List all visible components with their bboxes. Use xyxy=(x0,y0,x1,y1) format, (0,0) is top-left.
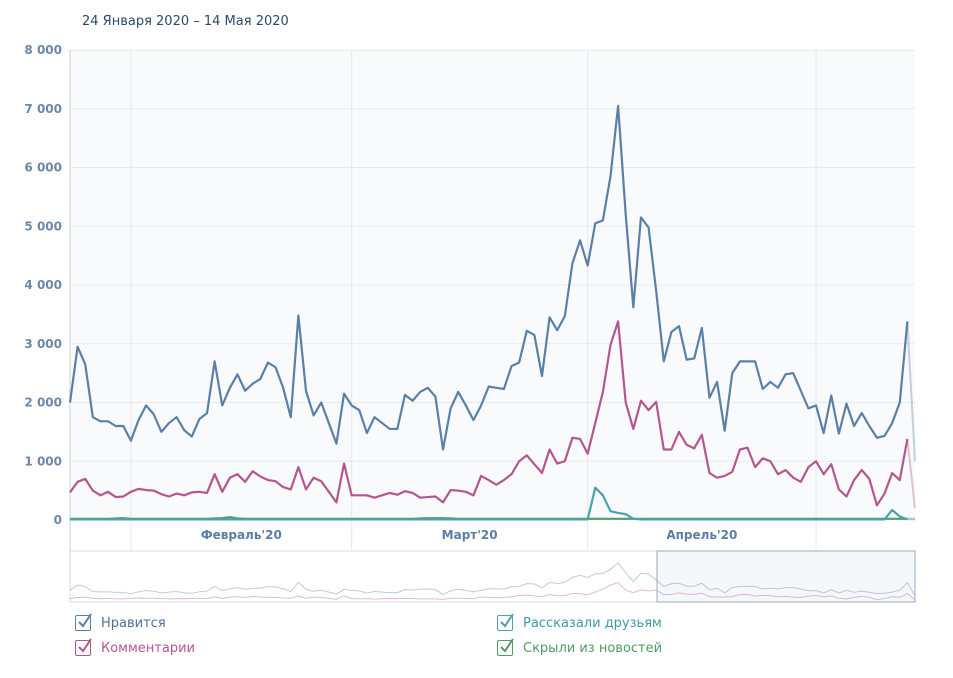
legend-item-likes[interactable]: Нравится xyxy=(75,613,166,631)
legend-item-comments[interactable]: Комментарии xyxy=(75,638,195,656)
legend-item-hidden[interactable]: Скрыли из новостей xyxy=(497,638,663,656)
y-tick-label: 4 000 xyxy=(24,278,62,292)
legend-item-shares[interactable]: Рассказали друзьям xyxy=(497,613,662,631)
checkbox-comments[interactable] xyxy=(75,638,92,656)
check-icon xyxy=(500,638,514,653)
check-icon xyxy=(78,638,92,653)
legend-label-comments: Комментарии xyxy=(101,640,195,656)
y-tick-label: 1 000 xyxy=(24,454,62,468)
y-tick-label: 8 000 xyxy=(24,43,62,57)
navigator-series-1 xyxy=(69,582,916,601)
y-tick-label: 2 000 xyxy=(24,396,62,410)
navigator-selection[interactable] xyxy=(656,550,916,603)
y-tick-label: 5 000 xyxy=(24,219,62,233)
navigator-series-0 xyxy=(69,562,916,596)
check-icon xyxy=(500,613,514,628)
check-icon xyxy=(78,613,92,628)
y-tick-label: 6 000 xyxy=(24,161,62,175)
month-label: Март'20 xyxy=(442,528,498,542)
checkbox-likes[interactable] xyxy=(75,613,92,631)
navigator-panel[interactable] xyxy=(69,550,916,603)
checkbox-hidden[interactable] xyxy=(497,638,514,656)
y-tick-label: 0 xyxy=(54,513,62,527)
legend-label-hidden: Скрыли из новостей xyxy=(523,640,663,656)
month-label: Апрель'20 xyxy=(666,528,737,542)
y-tick-label: 3 000 xyxy=(24,337,62,351)
line-chart: 0 1 000 2 000 3 000 4 000 5 000 6 000 7 000 8 00… xyxy=(24,43,916,603)
period-label: 24 Января 2020 – 14 Мая 2020 xyxy=(82,14,289,29)
series-line-partial-0 xyxy=(906,321,916,462)
legend-label-likes: Нравится xyxy=(101,615,166,631)
series-line-partial-1 xyxy=(906,438,916,509)
month-label: Февраль'20 xyxy=(201,528,282,542)
y-tick-label: 7 000 xyxy=(24,102,62,116)
checkbox-shares[interactable] xyxy=(497,613,514,631)
legend-label-shares: Рассказали друзьям xyxy=(523,615,662,631)
